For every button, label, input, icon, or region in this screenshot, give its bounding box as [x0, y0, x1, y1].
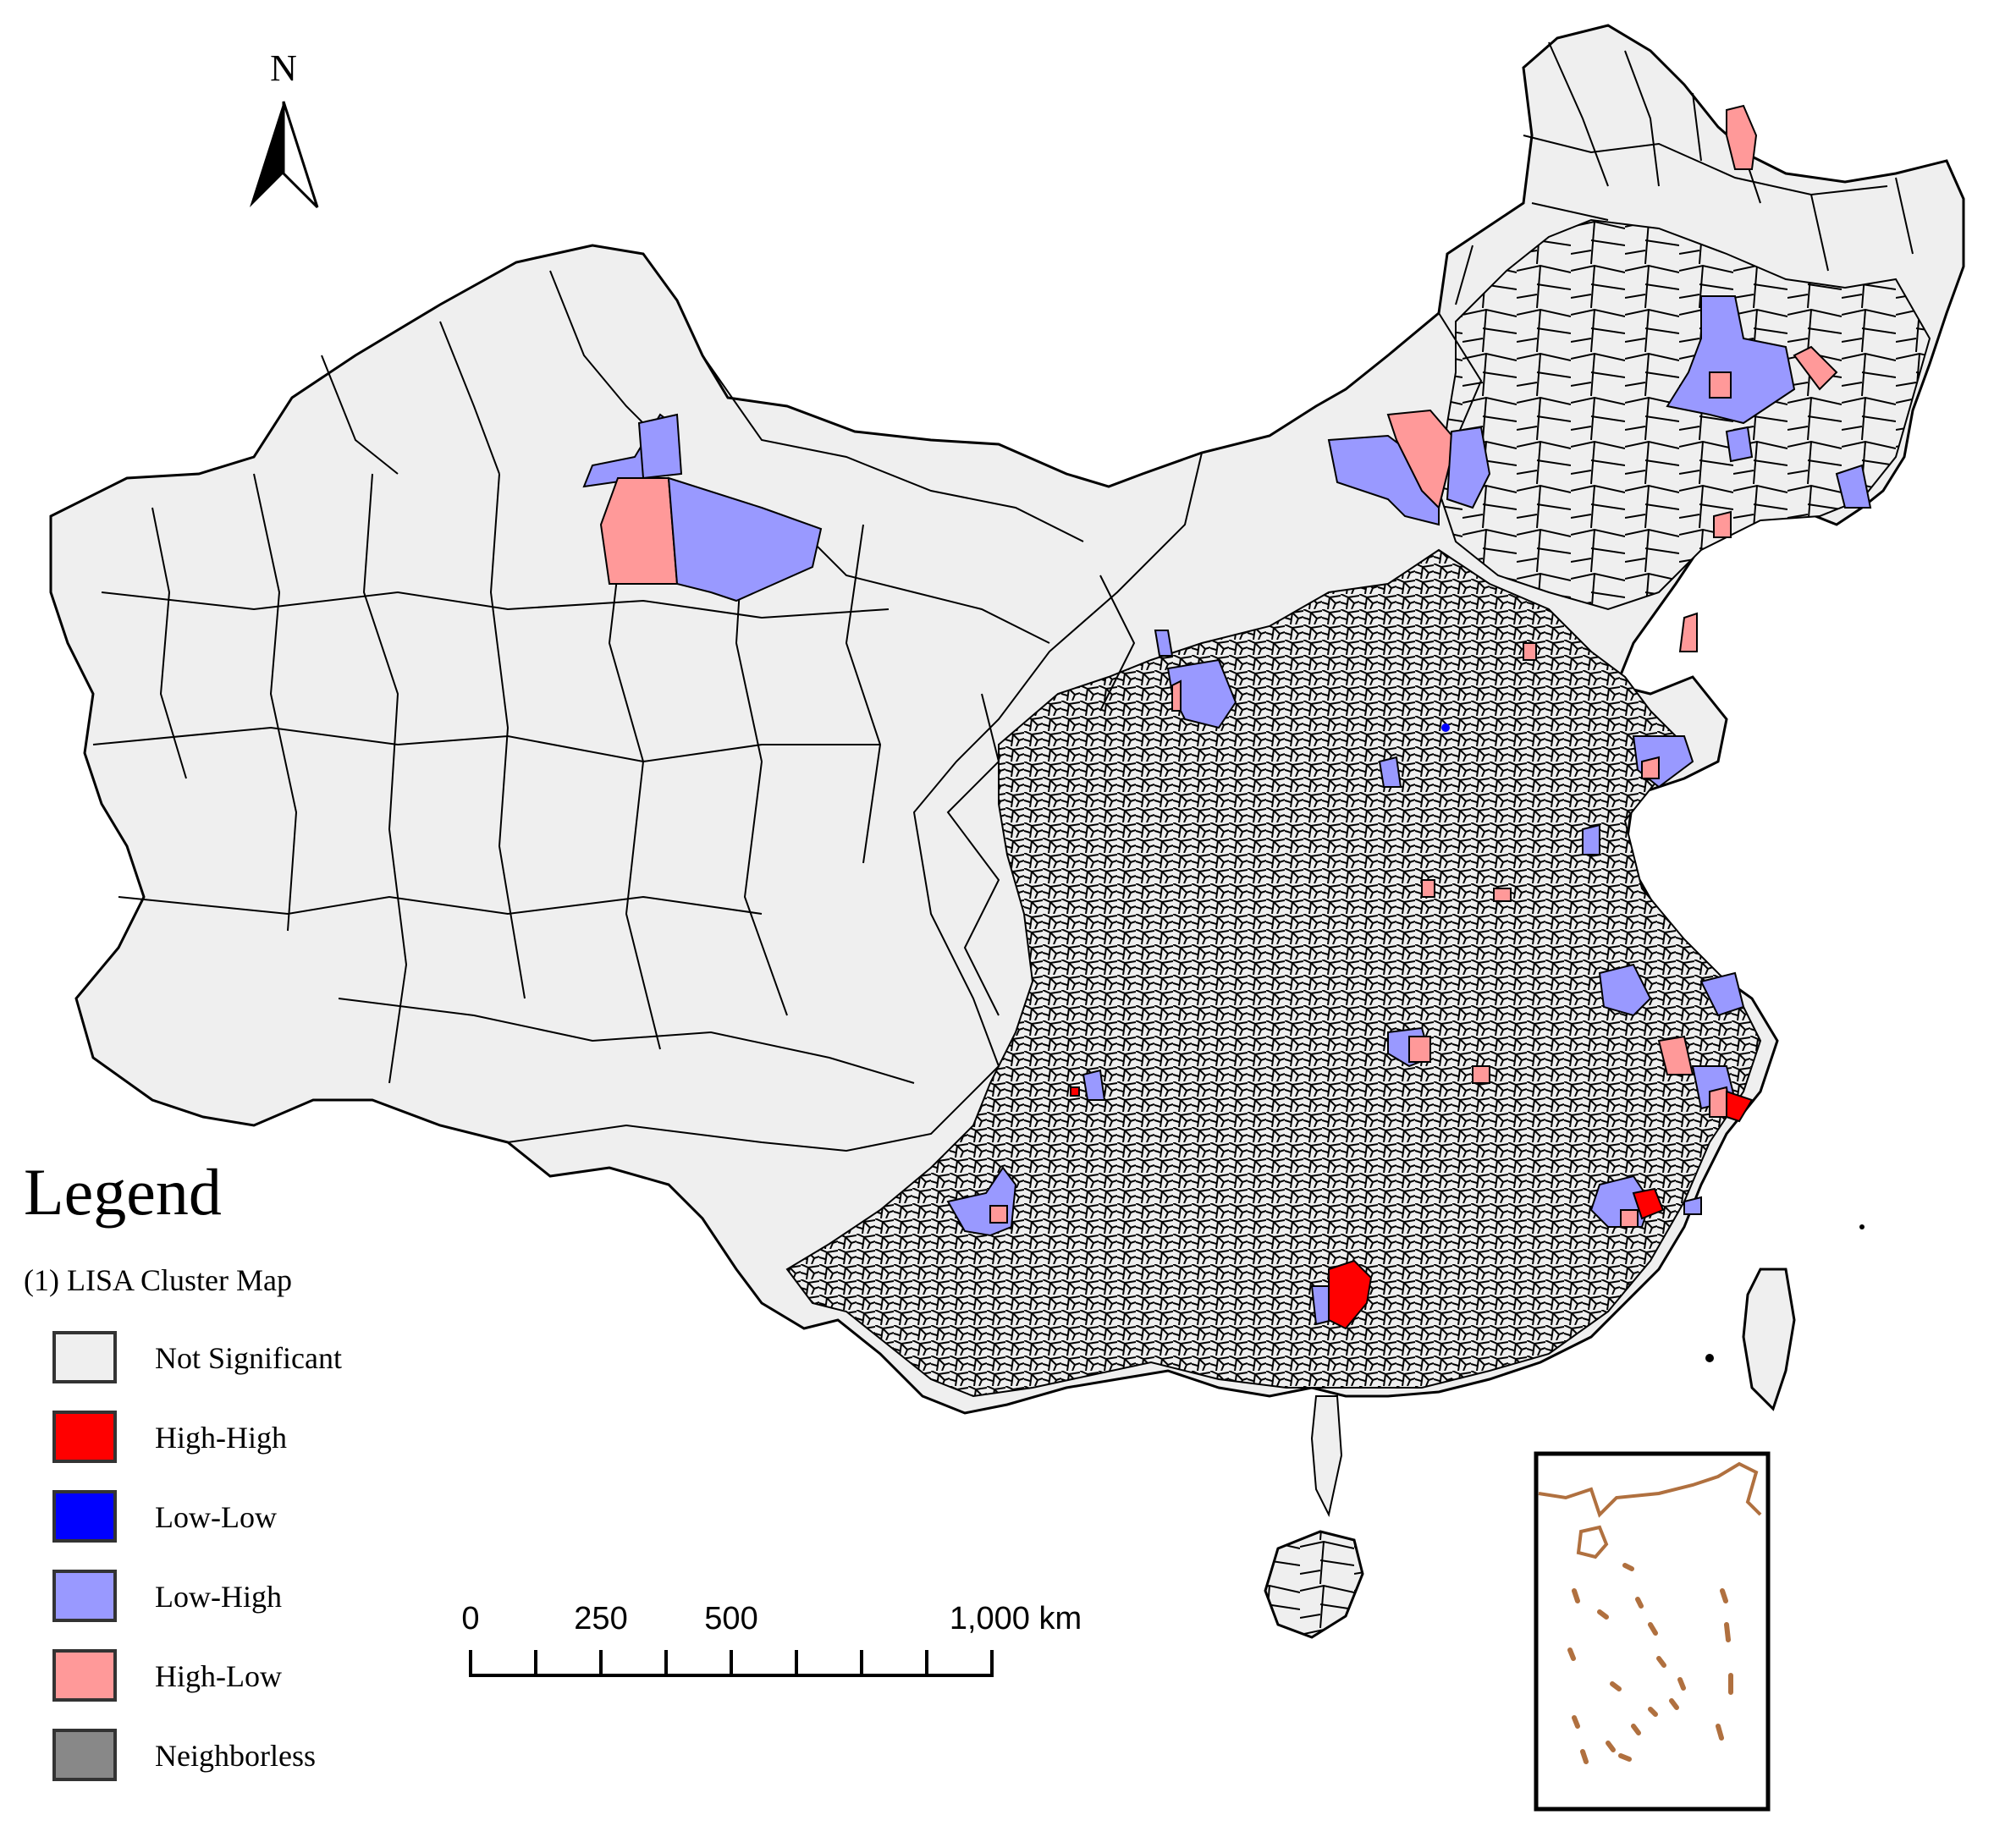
north-arrow-icon — [282, 101, 319, 209]
islands — [1264, 1224, 1865, 1639]
scale-label-1000-km: 1,000 km — [950, 1601, 1082, 1636]
legend: Legend (1) LISA Cluster Map Not Signific… — [24, 1155, 342, 1781]
south-china-sea-inset — [1534, 1451, 1771, 1812]
high-high-region — [1070, 1086, 1080, 1097]
west-county-area — [50, 244, 1204, 1152]
low-high-region — [1582, 823, 1600, 855]
cluster-regions — [582, 104, 1872, 1330]
north-arrow-label: N — [270, 47, 297, 89]
high-low-region — [1726, 104, 1758, 170]
scale-label-500: 500 — [704, 1601, 757, 1636]
legend-label: High-Low — [155, 1659, 282, 1693]
legend-label: Neighborless — [155, 1739, 316, 1773]
high-low-region — [1657, 1035, 1694, 1075]
legend-swatch — [52, 1490, 117, 1543]
high-high-region — [1632, 1187, 1665, 1220]
high-low-region — [1709, 371, 1732, 399]
high-low-region — [1678, 612, 1698, 652]
high-low-region — [1713, 510, 1732, 538]
low-low-region — [1441, 723, 1450, 732]
legend-label: Low-Low — [155, 1500, 277, 1534]
small-island — [1705, 1354, 1714, 1362]
northeast-internal-boundaries — [1438, 41, 1914, 509]
legend-label: High-High — [155, 1421, 287, 1455]
scale-label-250: 250 — [574, 1601, 627, 1636]
high-low-region — [989, 1205, 1008, 1224]
legend-title: Legend — [24, 1155, 222, 1229]
low-high-region — [1446, 426, 1491, 509]
low-high-region — [1835, 464, 1872, 509]
north-arrow-icon — [250, 102, 284, 207]
eastern-county-boundaries — [50, 41, 1931, 1398]
low-high-region — [1683, 1196, 1702, 1215]
legend-swatch — [52, 1411, 117, 1463]
high-low-region — [1408, 1036, 1431, 1063]
low-high-region — [1598, 963, 1652, 1017]
high-low-region — [1620, 1209, 1639, 1228]
legend-label: Not Significant — [155, 1341, 342, 1375]
high-high-region — [1328, 1259, 1373, 1330]
legend-swatch — [52, 1570, 117, 1622]
legend-label: Low-High — [155, 1580, 282, 1614]
high-low-region — [1386, 409, 1457, 509]
north-arrow: N — [250, 47, 319, 209]
dense-county-area — [785, 548, 1762, 1398]
hainan-island — [1264, 1530, 1364, 1639]
scale-bar: 0 250 500 1,000 km — [461, 1601, 1082, 1677]
high-low-region — [1641, 756, 1660, 779]
high-low-region — [1523, 642, 1537, 661]
small-island — [1859, 1224, 1865, 1229]
high-low-region — [1793, 345, 1838, 391]
west-internal-boundaries — [92, 270, 1136, 1084]
low-high-region — [1082, 1069, 1106, 1101]
high-high-region — [1726, 1090, 1754, 1123]
high-low-region — [1171, 679, 1182, 712]
inset-island — [1576, 1525, 1609, 1559]
high-low-region — [1472, 1065, 1490, 1084]
high-low-region — [1493, 888, 1512, 902]
legend-swatch — [52, 1729, 117, 1781]
legend-items: Not Significant High-High Low-Low Low-High H… — [52, 1331, 342, 1781]
taiwan-island — [1742, 1268, 1796, 1411]
low-high-region — [667, 476, 823, 602]
leizhou-peninsula — [1310, 1395, 1343, 1517]
low-high-region — [1699, 971, 1745, 1017]
inset-island-chain — [1567, 1563, 1733, 1764]
inset-coastline — [1538, 1461, 1762, 1518]
high-low-region — [1421, 879, 1435, 898]
legend-swatch — [52, 1649, 117, 1702]
low-high-region — [1666, 295, 1796, 425]
legend-swatch — [52, 1331, 117, 1383]
low-high-region — [637, 413, 683, 480]
legend-subtitle: (1) LISA Cluster Map — [24, 1263, 292, 1297]
low-high-region — [1378, 756, 1402, 788]
low-high-region — [1725, 426, 1754, 463]
low-high-region — [1154, 630, 1174, 657]
high-low-region — [599, 477, 679, 585]
scale-label-0: 0 — [461, 1601, 479, 1636]
